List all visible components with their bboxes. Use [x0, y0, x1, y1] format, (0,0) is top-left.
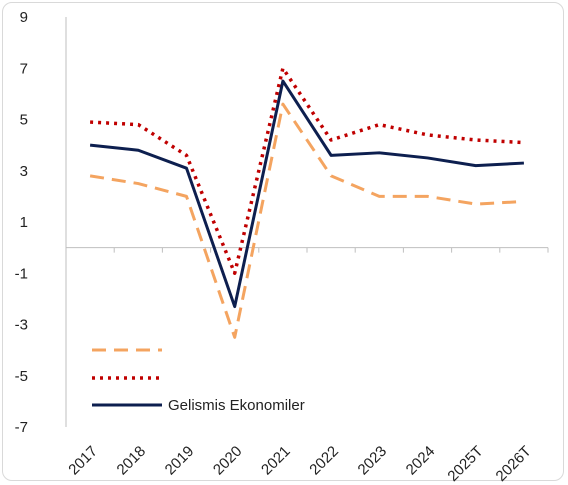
- y-tick-label: -1: [15, 265, 28, 282]
- y-tick-label: 7: [20, 60, 28, 77]
- y-tick-label: 9: [20, 9, 28, 26]
- series-line-2: [90, 66, 524, 275]
- x-tick-label: 2017: [65, 443, 101, 479]
- x-tick-label: 2026T: [493, 443, 535, 485]
- x-tick-label: 2018: [114, 443, 150, 479]
- y-tick-label: -5: [15, 368, 28, 385]
- x-tick-label: 2023: [355, 443, 391, 479]
- series-line-3: [89, 79, 524, 309]
- y-tick-label: -7: [15, 419, 28, 436]
- legend: Gelismis Ekonomiler: [92, 348, 305, 414]
- y-tick-label: 1: [20, 214, 28, 231]
- legend-label-3: Gelismis Ekonomiler: [168, 397, 305, 414]
- x-tick-label: 2021: [258, 443, 294, 479]
- series-lines: [89, 66, 524, 339]
- x-tick-label: 2024: [403, 443, 439, 479]
- y-tick-label: 3: [20, 163, 28, 180]
- x-axis: 2017 2018 2019 2020 2021 2022 2023 2024 2025T 202…: [65, 247, 549, 485]
- y-tick-label: -3: [15, 317, 28, 334]
- x-tick-label: 2022: [306, 443, 342, 479]
- x-tick-label: 2020: [210, 443, 246, 479]
- series-line-1: [89, 102, 524, 339]
- x-tick-label: 2025T: [444, 443, 486, 485]
- y-tick-label: 5: [20, 112, 28, 129]
- y-axis: 9 7 5 3 1 -1 -3 -5 -7: [15, 9, 67, 436]
- x-tick-label: 2019: [162, 443, 198, 479]
